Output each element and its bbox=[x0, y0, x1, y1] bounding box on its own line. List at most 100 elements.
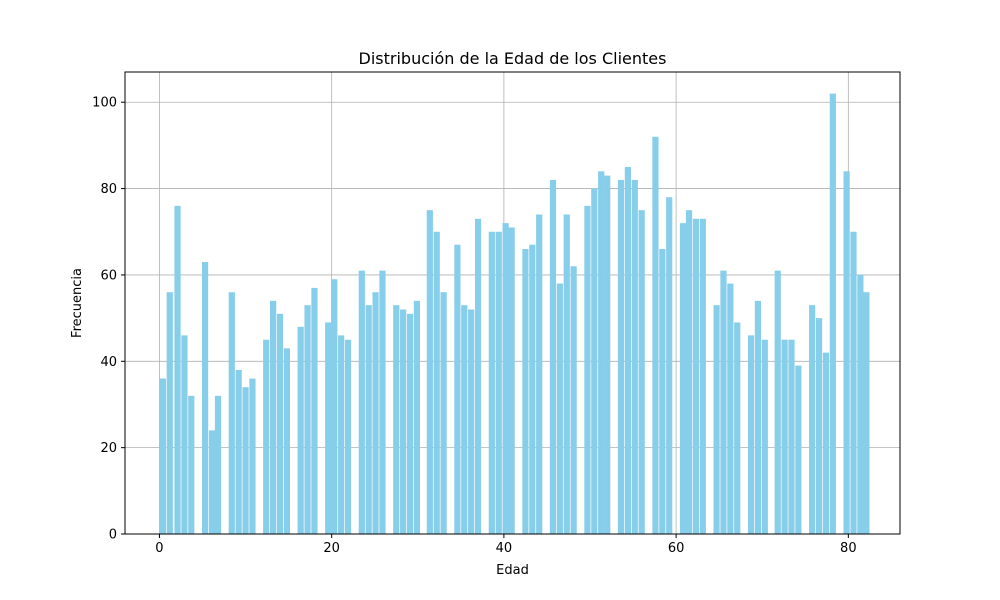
bar bbox=[809, 305, 816, 534]
bar bbox=[829, 93, 836, 535]
bar bbox=[781, 339, 788, 534]
bar bbox=[283, 348, 290, 534]
bar bbox=[584, 205, 591, 534]
bar bbox=[379, 270, 386, 534]
bar bbox=[563, 214, 570, 535]
bar bbox=[344, 339, 352, 534]
x-axis-title: Edad bbox=[496, 563, 529, 578]
bar bbox=[263, 339, 270, 534]
bar bbox=[413, 300, 421, 534]
bar bbox=[788, 339, 795, 534]
bars bbox=[159, 93, 870, 535]
bar bbox=[474, 218, 482, 534]
bar bbox=[699, 218, 706, 534]
bar bbox=[685, 210, 693, 535]
x-tick-label: 40 bbox=[496, 541, 513, 556]
y-tick-label: 40 bbox=[100, 355, 117, 370]
bar bbox=[598, 171, 605, 534]
bar bbox=[591, 188, 598, 534]
bar bbox=[440, 292, 447, 534]
bar bbox=[454, 244, 461, 535]
bar bbox=[857, 274, 864, 534]
bar bbox=[228, 292, 235, 534]
bar bbox=[365, 305, 372, 534]
plot-frame bbox=[124, 71, 901, 535]
bar bbox=[727, 283, 734, 534]
bar bbox=[624, 166, 631, 534]
bar bbox=[652, 136, 659, 534]
bar bbox=[747, 335, 755, 534]
bar bbox=[850, 231, 857, 534]
bar bbox=[549, 179, 557, 535]
bar bbox=[174, 205, 181, 534]
bar bbox=[692, 218, 700, 534]
bar bbox=[795, 365, 802, 534]
x-tick-label: 0 bbox=[155, 541, 163, 556]
bar bbox=[508, 227, 515, 534]
bar bbox=[556, 283, 563, 534]
bar bbox=[617, 179, 625, 535]
y-tick-label: 80 bbox=[100, 182, 117, 197]
bar bbox=[235, 369, 242, 534]
bar bbox=[815, 318, 823, 534]
ticks: 0 20 40 60 80 0 20 40 60 80 100 bbox=[92, 96, 856, 556]
chart-title: Distribución de la Edad de los Clientes bbox=[359, 49, 667, 68]
y-tick-label: 100 bbox=[92, 96, 117, 111]
bar bbox=[201, 261, 209, 534]
bar bbox=[713, 305, 720, 534]
bar bbox=[468, 309, 475, 534]
bar bbox=[358, 270, 365, 534]
bar bbox=[774, 270, 781, 534]
bar bbox=[461, 305, 468, 534]
bar bbox=[311, 287, 318, 534]
bar bbox=[666, 197, 673, 534]
bar bbox=[393, 305, 400, 534]
bar bbox=[181, 335, 188, 534]
x-tick-label: 20 bbox=[323, 541, 340, 556]
bar bbox=[631, 179, 638, 535]
bar bbox=[297, 326, 304, 534]
bar bbox=[400, 309, 407, 534]
y-tick-label: 20 bbox=[100, 441, 117, 456]
bar bbox=[214, 395, 222, 534]
bar bbox=[372, 292, 379, 534]
bar bbox=[208, 430, 216, 534]
bar bbox=[242, 387, 249, 534]
bar bbox=[659, 249, 666, 535]
bar bbox=[754, 300, 762, 534]
bar bbox=[761, 339, 768, 534]
y-tick-label: 0 bbox=[109, 528, 117, 543]
bar bbox=[536, 214, 543, 535]
bar bbox=[570, 266, 577, 534]
bar bbox=[338, 335, 345, 534]
bar bbox=[529, 244, 536, 535]
y-axis-title: Frecuencia bbox=[70, 268, 85, 338]
bar bbox=[304, 305, 311, 534]
bar bbox=[638, 210, 645, 535]
bar bbox=[426, 210, 433, 535]
bar bbox=[249, 378, 256, 534]
bar bbox=[843, 171, 850, 534]
bar bbox=[159, 378, 166, 534]
bar bbox=[433, 231, 440, 534]
bar bbox=[734, 322, 741, 534]
x-tick-label: 60 bbox=[668, 541, 685, 556]
bar bbox=[270, 300, 277, 534]
bar bbox=[822, 352, 830, 534]
bar bbox=[488, 231, 495, 534]
bar bbox=[331, 279, 338, 534]
bar bbox=[502, 223, 509, 534]
bar bbox=[406, 313, 414, 534]
bar bbox=[495, 231, 502, 534]
bar bbox=[604, 175, 611, 535]
bar bbox=[166, 292, 173, 534]
bar bbox=[679, 223, 687, 534]
bar bbox=[720, 270, 727, 534]
bar bbox=[863, 292, 870, 534]
x-tick-label: 80 bbox=[840, 541, 857, 556]
bar bbox=[276, 313, 284, 534]
bar bbox=[522, 249, 529, 535]
bar bbox=[188, 395, 195, 534]
bar bbox=[325, 322, 332, 534]
